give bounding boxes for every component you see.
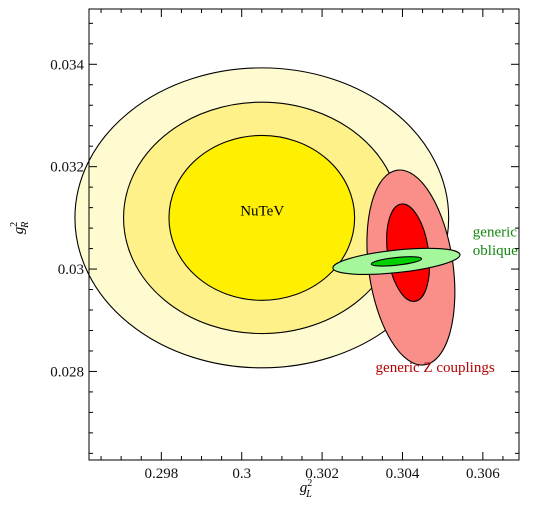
x-tick-label: 0.302 bbox=[305, 466, 339, 482]
x-tick-label: 0.298 bbox=[144, 466, 178, 482]
y-tick-label: 0.028 bbox=[50, 364, 84, 380]
annotations: NuTeV generic oblique generic Z couplings bbox=[240, 203, 518, 376]
x-tick-label: 0.306 bbox=[466, 466, 500, 482]
y-tick-label: 0.032 bbox=[50, 160, 84, 176]
y-axis-label-super: 2 bbox=[9, 222, 20, 227]
annotation-0: NuTeV bbox=[240, 203, 284, 219]
annotation-1: generic bbox=[473, 224, 517, 240]
x-tick-label: 0.304 bbox=[386, 466, 420, 482]
x-axis-label: g2 L bbox=[300, 478, 313, 500]
x-ticks: 0.298 0.3 0.302 0.304 0.306 bbox=[100, 9, 504, 482]
x-tick-label: 0.3 bbox=[232, 466, 251, 482]
y-axis-label-base: g bbox=[11, 226, 27, 234]
region-nutev-inner bbox=[168, 134, 356, 301]
annotation-3: generic Z couplings bbox=[376, 360, 495, 376]
plot-frame bbox=[88, 8, 520, 461]
confidence-regions bbox=[74, 67, 461, 369]
y-tick-label: 0.034 bbox=[50, 57, 84, 73]
x-axis-label-sub: L bbox=[305, 489, 312, 500]
y-axis-label: g2R bbox=[9, 222, 31, 235]
region-oblique-inner bbox=[370, 256, 423, 267]
x-axis-label-base: g bbox=[300, 480, 308, 496]
y-ticks: 0.028 0.03 0.032 0.034 bbox=[50, 22, 519, 454]
x-axis-label-super: 2 bbox=[307, 478, 312, 489]
annotation-2: oblique bbox=[473, 243, 518, 259]
y-tick-label: 0.03 bbox=[58, 262, 84, 278]
y-axis-label-sub: R bbox=[20, 222, 31, 229]
